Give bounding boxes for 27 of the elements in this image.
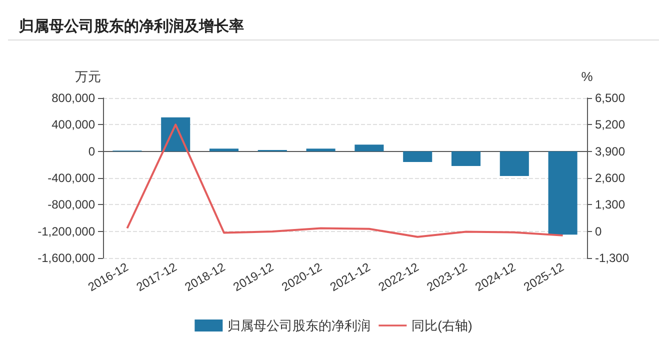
line-series — [126, 124, 564, 238]
y2-tick-label: 6,500 — [595, 91, 626, 105]
y-tick-label: 400,000 — [52, 118, 96, 132]
y-axis-title: 万元 — [75, 69, 101, 84]
y2-tick-label: -1,300 — [595, 251, 630, 265]
legend-label: 归属母公司股东的净利润 — [228, 318, 371, 333]
y2-tick-label: 1,300 — [595, 198, 626, 212]
bar — [306, 148, 336, 152]
y-tick-label: -1,200,000 — [38, 224, 96, 238]
bar — [451, 151, 481, 166]
bar — [354, 144, 384, 152]
y-tick-label: -400,000 — [48, 171, 96, 185]
y2-tick-label: 5,200 — [595, 118, 626, 132]
bar — [209, 148, 239, 152]
y-tick-label: 0 — [88, 144, 96, 158]
bar — [548, 151, 578, 235]
y2-tick-label: 0 — [595, 224, 602, 238]
y-tick-label: -800,000 — [48, 198, 96, 212]
y-tick-label: -1,600,000 — [38, 251, 96, 265]
y2-tick-label: 2,600 — [595, 171, 626, 185]
legend-label: 同比(右轴) — [412, 318, 472, 333]
bar — [403, 151, 432, 162]
bar — [500, 151, 529, 176]
y2-axis-title: % — [581, 69, 594, 84]
y-tick-label: 800,000 — [52, 91, 96, 105]
chart-title: 归属母公司股东的净利润及增长率 — [18, 17, 244, 35]
y2-tick-label: 3,900 — [595, 144, 626, 158]
